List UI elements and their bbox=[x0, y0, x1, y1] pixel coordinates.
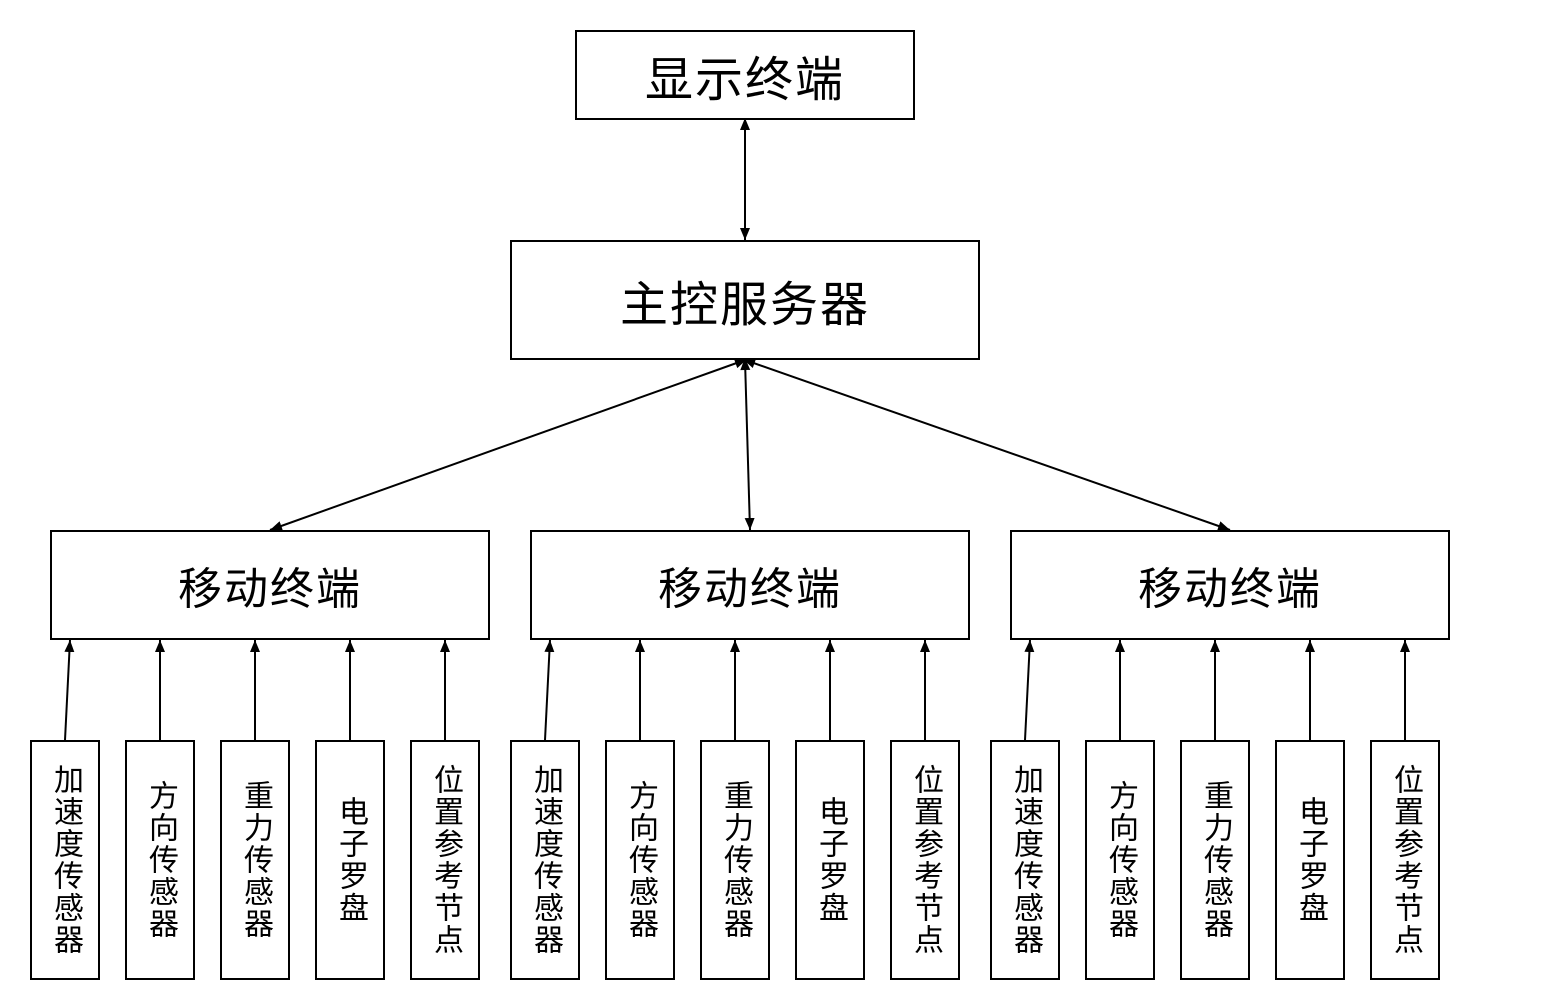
node-mobile-terminal-0: 移动终端 bbox=[50, 530, 490, 640]
node-display-terminal: 显示终端 bbox=[575, 30, 915, 120]
node-main-server: 主控服务器 bbox=[510, 240, 980, 360]
node-sensor-2-4: 位置参考节点 bbox=[1370, 740, 1440, 980]
node-sensor-1-3: 电子罗盘 bbox=[795, 740, 865, 980]
node-sensor-0-3: 电子罗盘 bbox=[315, 740, 385, 980]
node-sensor-1-4: 位置参考节点 bbox=[890, 740, 960, 980]
node-sensor-0-2: 重力传感器 bbox=[220, 740, 290, 980]
node-sensor-0-4: 位置参考节点 bbox=[410, 740, 480, 980]
diagram-canvas: 显示终端 主控服务器 移动终端 移动终端 移动终端 加速度传感器 方向传感器 重… bbox=[20, 20, 1541, 988]
node-sensor-2-3: 电子罗盘 bbox=[1275, 740, 1345, 980]
node-mobile-terminal-1: 移动终端 bbox=[530, 530, 970, 640]
node-sensor-1-1: 方向传感器 bbox=[605, 740, 675, 980]
node-sensor-2-2: 重力传感器 bbox=[1180, 740, 1250, 980]
node-mobile-terminal-2: 移动终端 bbox=[1010, 530, 1450, 640]
node-sensor-2-0: 加速度传感器 bbox=[990, 740, 1060, 980]
node-sensor-0-0: 加速度传感器 bbox=[30, 740, 100, 980]
node-sensor-1-0: 加速度传感器 bbox=[510, 740, 580, 980]
node-sensor-1-2: 重力传感器 bbox=[700, 740, 770, 980]
node-sensor-0-1: 方向传感器 bbox=[125, 740, 195, 980]
node-sensor-2-1: 方向传感器 bbox=[1085, 740, 1155, 980]
